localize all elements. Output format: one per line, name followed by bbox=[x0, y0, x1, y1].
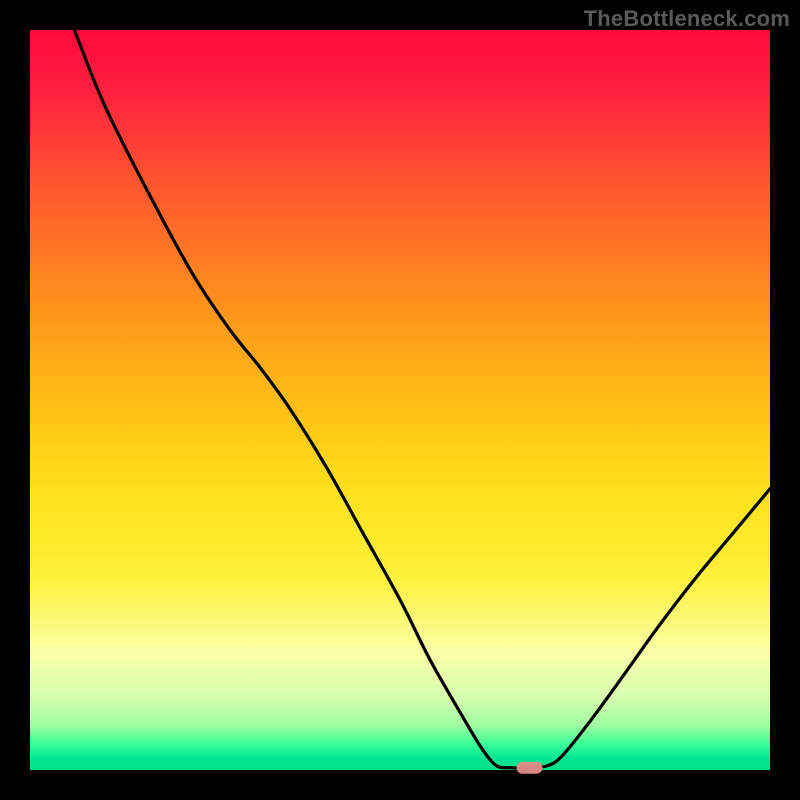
bottleneck-chart bbox=[0, 0, 800, 800]
optimal-point-marker bbox=[517, 762, 543, 774]
chart-background-gradient bbox=[30, 30, 770, 770]
watermark-text: TheBottleneck.com bbox=[584, 6, 790, 32]
